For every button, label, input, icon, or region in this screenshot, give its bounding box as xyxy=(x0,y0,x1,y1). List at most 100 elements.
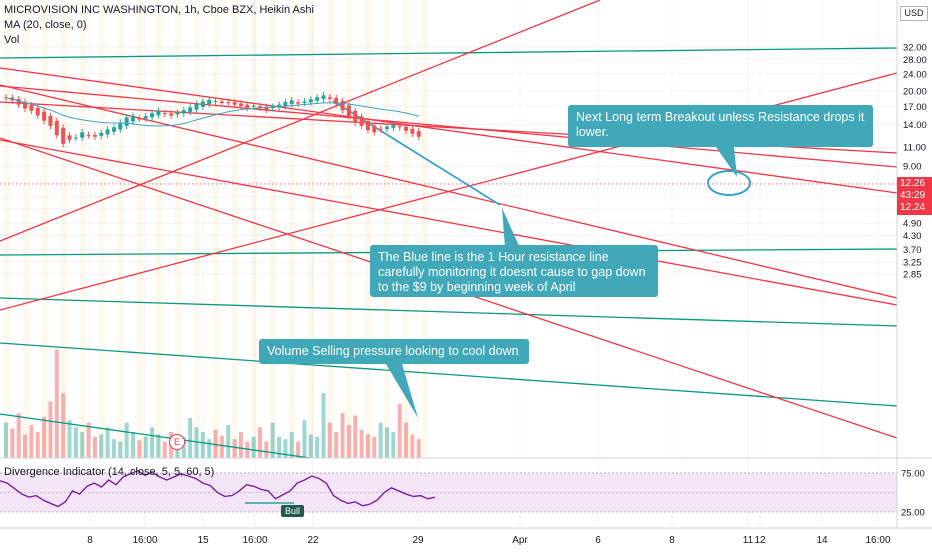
volume-bar-45 xyxy=(289,432,294,458)
session-band xyxy=(289,0,295,458)
price-tick-0: 32.00 xyxy=(903,42,927,53)
volume-bar-30 xyxy=(194,427,199,458)
volume-bar-57 xyxy=(365,434,370,458)
volume-bar-42 xyxy=(270,422,275,458)
volume-bar-35 xyxy=(226,424,231,458)
volume-bar-64 xyxy=(410,434,415,458)
volume-bar-13 xyxy=(86,422,91,458)
session-band xyxy=(308,0,314,458)
session-band xyxy=(403,0,409,458)
volume-bar-47 xyxy=(302,420,307,458)
candle-body-29 xyxy=(188,107,193,112)
indicator-title: Divergence Indicator (14, close, 5, 5, 6… xyxy=(4,466,215,478)
price-tick-7: 9.00 xyxy=(903,162,922,173)
volume-bar-44 xyxy=(283,439,288,458)
ma-line xyxy=(5,97,419,127)
earnings-event-badge[interactable]: E xyxy=(169,434,185,450)
time-tick-5: 29 xyxy=(412,535,424,546)
volume-bar-0 xyxy=(4,422,8,458)
trend-line-12 xyxy=(0,139,898,306)
candle-body-44 xyxy=(283,101,288,107)
candle-body-3 xyxy=(23,101,28,109)
trend-line-0 xyxy=(0,47,898,59)
candle-body-33 xyxy=(213,100,218,102)
volume-bar-61 xyxy=(391,432,396,458)
volume-bar-54 xyxy=(346,424,351,458)
annotation-volume[interactable]: Volume Selling pressure looking to cool … xyxy=(259,339,529,364)
volume-bar-8 xyxy=(54,349,59,458)
session-band xyxy=(346,0,352,458)
candle-body-64 xyxy=(410,128,415,134)
ma-legend: MA (20, close, 0) xyxy=(4,19,87,31)
bid-price-tag: 12.24 xyxy=(897,201,932,215)
trend-line-7 xyxy=(0,67,898,194)
volume-bar-43 xyxy=(277,436,282,458)
candle-body-56 xyxy=(359,116,364,126)
candle-body-19 xyxy=(124,117,129,126)
trend-line-2 xyxy=(0,297,898,327)
time-tick-2: 15 xyxy=(197,535,209,546)
candle-body-54 xyxy=(346,105,351,117)
time-tick-11: 14 xyxy=(816,535,828,546)
candle-body-16 xyxy=(105,129,110,135)
divergence-indicator-pane xyxy=(0,457,932,529)
annotation-blue-line[interactable]: The Blue line is the 1 Hour resistance l… xyxy=(370,245,658,297)
volume-bar-19 xyxy=(124,422,129,458)
volume-bar-17 xyxy=(111,439,116,458)
annotation-breakout[interactable]: Next Long term Breakout unless Resistanc… xyxy=(568,105,873,147)
session-band xyxy=(4,0,10,458)
candle-body-32 xyxy=(207,99,212,105)
candle-body-26 xyxy=(169,113,174,116)
breakout-circle xyxy=(707,170,751,196)
candle-body-61 xyxy=(391,124,396,128)
bull-divergence-label: Bull xyxy=(281,505,305,517)
candle-body-23 xyxy=(150,113,155,118)
chart-title: MICROVISION INC WASHINGTON, 1h, Cboe BZX… xyxy=(4,4,314,16)
volume-bar-65 xyxy=(416,439,421,458)
candle-body-57 xyxy=(365,121,370,131)
volume-bar-2 xyxy=(16,413,21,458)
volume-bar-59 xyxy=(378,422,383,458)
price-tick-11: 4.90 xyxy=(903,219,922,230)
session-band xyxy=(365,0,371,458)
callout-pointers xyxy=(386,147,737,418)
trend-line-4 xyxy=(0,413,311,459)
candle-body-35 xyxy=(226,102,231,104)
volume-bar-37 xyxy=(238,432,243,458)
candle-body-53 xyxy=(340,100,345,111)
session-band xyxy=(42,0,48,458)
time-tick-10: 12 xyxy=(754,535,766,546)
volume-bar-9 xyxy=(61,393,66,458)
candle-body-22 xyxy=(143,116,148,119)
candle-body-4 xyxy=(29,105,34,111)
candle-body-65 xyxy=(416,131,421,137)
time-tick-0: 8 xyxy=(87,535,93,546)
volume-bar-48 xyxy=(308,434,313,458)
time-tick-1: 16:00 xyxy=(132,535,157,546)
candle-body-43 xyxy=(277,104,282,108)
session-band xyxy=(175,0,181,458)
candle-body-46 xyxy=(296,102,301,104)
candle-body-24 xyxy=(156,110,161,116)
candle-body-49 xyxy=(315,97,320,101)
candle-body-45 xyxy=(289,100,294,104)
candle-body-62 xyxy=(397,126,402,128)
candle-body-38 xyxy=(245,104,250,108)
bar-countdown-tag: 43:29 xyxy=(897,189,932,203)
candle-body-59 xyxy=(378,128,383,130)
candle-body-50 xyxy=(321,95,326,100)
volume-bar-21 xyxy=(137,440,142,458)
session-band xyxy=(118,0,124,458)
price-tick-3: 20.00 xyxy=(903,87,927,98)
price-tick-12: 4.30 xyxy=(903,231,922,242)
volume-bar-32 xyxy=(207,439,212,458)
candle-body-7 xyxy=(48,116,53,126)
ma-20-line xyxy=(5,97,419,127)
volume-bar-33 xyxy=(213,429,218,458)
volume-bar-31 xyxy=(200,432,205,458)
session-band xyxy=(422,0,428,458)
volume-bar-58 xyxy=(372,436,377,458)
currency-label[interactable]: USD xyxy=(900,6,928,21)
